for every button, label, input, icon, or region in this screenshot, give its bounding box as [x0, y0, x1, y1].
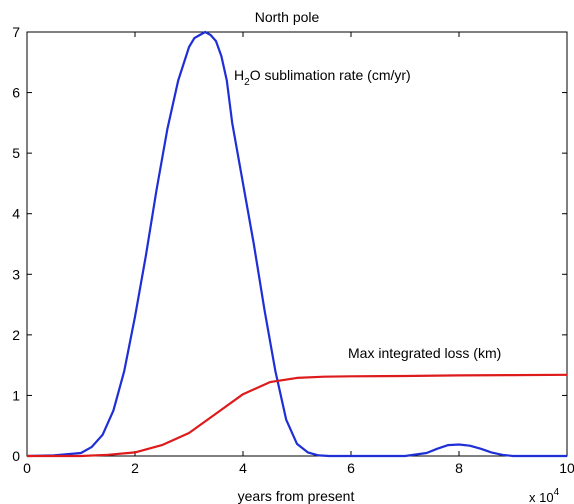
y-tick-label: 7 [12, 24, 20, 40]
series-line-1 [26, 30, 567, 458]
plot-area [26, 31, 568, 457]
x-exponent-power: 4 [554, 487, 560, 498]
y-tick-label: 6 [12, 85, 20, 101]
series-layer [26, 30, 568, 458]
x-axis-label: years from present [238, 488, 355, 504]
y-tick-label: 0 [12, 448, 20, 464]
annotation-sublimation: H2O sublimation rate (cm/yr) [234, 67, 411, 88]
axis-ticks: 0 2 4 6 8 10 0 1 2 3 4 5 6 7 [12, 24, 574, 476]
x-tick-label: 8 [455, 460, 463, 476]
x-tick-label: 10 [559, 460, 574, 476]
annotation-sublimation-sub: 2 [244, 77, 250, 88]
x-tick-label: 6 [347, 460, 355, 476]
x-exponent-base: x 10 [529, 490, 554, 504]
series-line-2 [27, 373, 568, 458]
x-tick-label: 0 [23, 460, 31, 476]
y-tick-label: 1 [12, 387, 20, 403]
x-tick-label: 2 [131, 460, 139, 476]
x-exponent-label: x 104 [529, 487, 560, 504]
plot-frame [26, 31, 568, 457]
x-tick-label: 4 [239, 460, 247, 476]
annotation-sublimation-pre: H [234, 67, 244, 83]
chart-title: North pole [255, 9, 320, 25]
y-tick-label: 3 [12, 266, 20, 282]
y-tick-label: 4 [12, 206, 20, 222]
annotation-sublimation-post: O sublimation rate (cm/yr) [250, 67, 411, 83]
annotation-loss: Max integrated loss (km) [348, 345, 501, 361]
y-tick-label: 5 [12, 145, 20, 161]
y-tick-label: 2 [12, 327, 20, 343]
